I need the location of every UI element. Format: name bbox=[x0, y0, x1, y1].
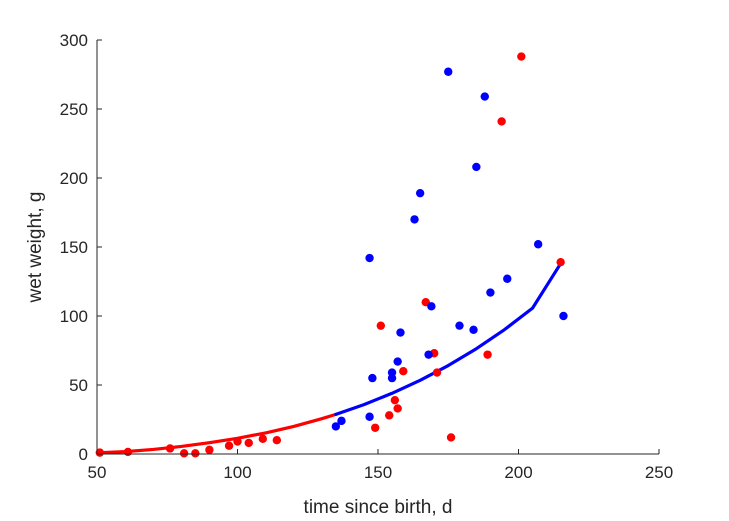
data-point bbox=[368, 373, 377, 383]
x-tick-label: 100 bbox=[223, 463, 251, 482]
fit-curve bbox=[334, 261, 563, 416]
y-tick-label: 250 bbox=[60, 100, 88, 119]
data-point bbox=[427, 302, 436, 311]
data-point bbox=[95, 448, 105, 457]
data-point bbox=[331, 422, 341, 431]
y-tick-label: 200 bbox=[60, 169, 88, 188]
data-point bbox=[432, 368, 442, 377]
data-point bbox=[556, 257, 565, 267]
x-axis-label: time since birth, d bbox=[304, 497, 453, 518]
y-axis-label: wet weight, g bbox=[25, 192, 46, 304]
data-point bbox=[272, 436, 282, 445]
data-point bbox=[233, 437, 242, 446]
data-point bbox=[179, 449, 189, 458]
data-point bbox=[123, 447, 133, 457]
data-point bbox=[376, 321, 386, 330]
data-point bbox=[396, 328, 405, 337]
y-tick-label: 150 bbox=[60, 238, 88, 257]
data-point bbox=[370, 423, 380, 432]
y-tick-label: 300 bbox=[60, 31, 88, 50]
data-point bbox=[191, 449, 200, 458]
data-point bbox=[244, 438, 253, 448]
data-point bbox=[517, 52, 526, 61]
data-point bbox=[390, 395, 400, 405]
data-point bbox=[365, 412, 374, 421]
y-tick-label: 100 bbox=[60, 307, 88, 326]
data-point bbox=[224, 441, 234, 450]
data-point bbox=[399, 367, 408, 376]
y-tick-label: 0 bbox=[79, 445, 88, 464]
x-tick-label: 150 bbox=[364, 463, 392, 482]
plot-area bbox=[95, 52, 568, 458]
data-point bbox=[455, 321, 464, 330]
data-point bbox=[559, 311, 568, 321]
data-point bbox=[258, 434, 267, 444]
data-point bbox=[533, 240, 543, 249]
data-point bbox=[165, 444, 175, 453]
data-point bbox=[472, 162, 481, 172]
data-point bbox=[410, 215, 419, 224]
x-tick-label: 50 bbox=[88, 463, 107, 482]
data-point bbox=[486, 288, 495, 297]
data-point bbox=[415, 188, 425, 198]
data-point bbox=[393, 357, 402, 366]
data-point bbox=[469, 325, 478, 334]
y-tick-label: 50 bbox=[69, 376, 88, 395]
data-point bbox=[385, 411, 394, 420]
data-point bbox=[337, 416, 346, 426]
axes bbox=[96, 40, 659, 455]
data-point bbox=[205, 445, 214, 455]
data-point bbox=[446, 433, 456, 442]
data-point bbox=[365, 253, 374, 263]
data-point bbox=[480, 92, 489, 101]
tick-marks bbox=[96, 39, 660, 455]
data-point bbox=[444, 67, 453, 76]
x-tick-label: 250 bbox=[645, 463, 673, 482]
data-point bbox=[393, 404, 402, 413]
x-tick-label: 200 bbox=[504, 463, 532, 482]
data-point bbox=[424, 350, 433, 359]
fit-curve bbox=[98, 412, 338, 455]
data-point bbox=[387, 368, 397, 377]
data-point bbox=[497, 117, 506, 126]
data-point bbox=[483, 350, 492, 359]
data-point bbox=[503, 274, 512, 283]
